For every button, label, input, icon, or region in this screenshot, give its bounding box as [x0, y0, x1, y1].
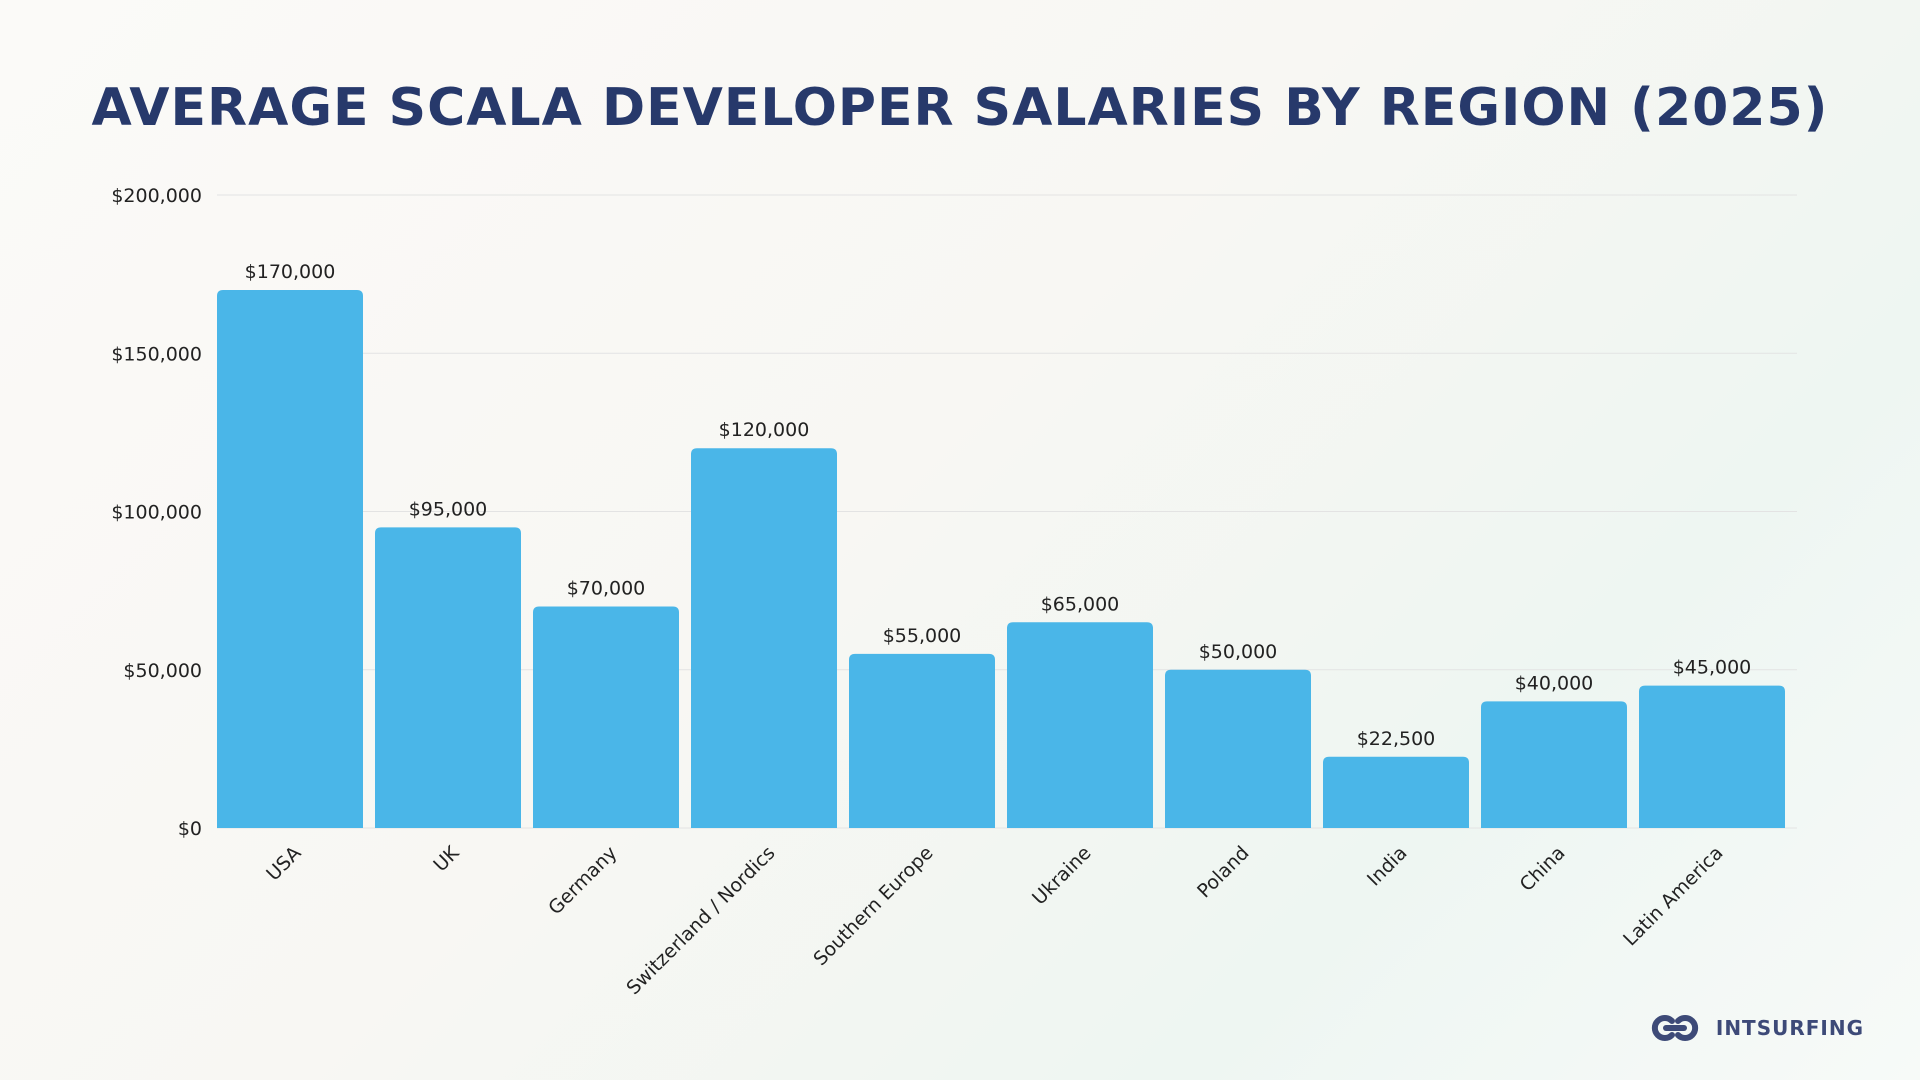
bar-latin-america: [1639, 685, 1785, 828]
bar-southern-europe: [849, 653, 995, 828]
y-tick-label: $100,000: [111, 502, 202, 524]
x-category-label: Latin America: [1619, 842, 1727, 950]
data-label: $95,000: [409, 498, 488, 520]
brand-icon: [1651, 1015, 1698, 1041]
data-label: $65,000: [1041, 593, 1120, 615]
data-label: $45,000: [1673, 657, 1752, 679]
bar-switzerland-nordics: [691, 448, 837, 828]
data-label: $170,000: [245, 261, 336, 283]
data-label: $50,000: [1199, 641, 1278, 663]
y-tick-label: $200,000: [111, 185, 202, 207]
x-category-label: Southern Europe: [809, 842, 937, 970]
x-category-label: India: [1363, 842, 1412, 891]
x-category-label: Poland: [1193, 842, 1253, 902]
bar-germany: [533, 606, 679, 828]
x-category-label: Ukraine: [1028, 842, 1095, 909]
data-label: $70,000: [567, 577, 646, 599]
x-category-label: China: [1516, 842, 1570, 896]
x-category-label: Switzerland / Nordics: [622, 842, 779, 999]
y-axis: $0 $50,000 $100,000 $150,000 $200,000: [111, 185, 202, 840]
data-label: $55,000: [883, 625, 962, 647]
bar-usa: [217, 289, 363, 828]
x-axis: USA UK Germany Switzerland / Nordics Souther…: [262, 842, 1727, 1000]
bar-ukraine: [1007, 622, 1153, 828]
y-tick-label: $0: [178, 818, 202, 840]
y-tick-label: $150,000: [111, 343, 202, 365]
data-label: $120,000: [719, 419, 810, 441]
x-category-label: Germany: [544, 842, 621, 919]
bar-india: [1323, 756, 1469, 828]
y-tick-label: $50,000: [123, 660, 202, 682]
data-label: $40,000: [1515, 672, 1594, 694]
bar-poland: [1165, 669, 1311, 828]
bar-china: [1481, 701, 1627, 828]
brand-logo: INTSURFING: [1644, 1012, 1864, 1044]
bar-uk: [375, 527, 521, 828]
x-category-label: USA: [262, 842, 305, 885]
x-category-label: UK: [429, 842, 464, 877]
data-label: $22,500: [1357, 728, 1436, 750]
data-labels: $170,000 $95,000 $70,000 $120,000 $55,000 $65…: [245, 261, 1752, 750]
chart-title: AVERAGE SCALA DEVELOPER SALARIES BY REGI…: [91, 78, 1829, 138]
brand-name: INTSURFING: [1715, 1016, 1864, 1040]
bars: [217, 289, 1785, 828]
